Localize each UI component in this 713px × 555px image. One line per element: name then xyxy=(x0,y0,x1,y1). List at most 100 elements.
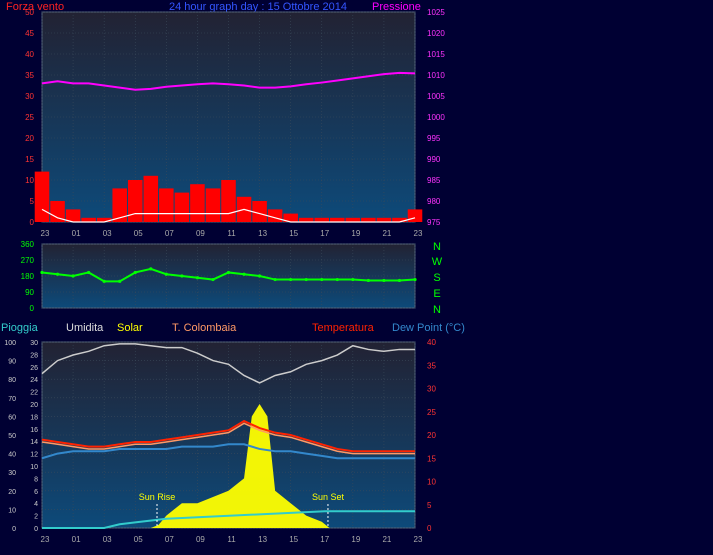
wind-bar xyxy=(267,209,283,222)
direction-point xyxy=(289,277,293,282)
umidita-tick-label: 26 xyxy=(30,365,38,372)
temperature-tick-label: 10 xyxy=(427,478,436,487)
x-tick-label: 23 xyxy=(41,535,50,544)
wind-tick-label: 50 xyxy=(25,8,34,17)
legend-umidita: Umidita xyxy=(66,322,104,334)
pressure-tick-label: 975 xyxy=(427,218,441,227)
gust-line xyxy=(41,208,416,223)
wind-tick-label: 0 xyxy=(30,218,35,227)
wind-bar xyxy=(143,175,159,222)
direction-point xyxy=(55,272,60,276)
x-tick-label: 19 xyxy=(351,535,360,544)
x-tick-label: 23 xyxy=(41,229,50,238)
umidita-tick-label: 8 xyxy=(34,476,38,483)
direction-point xyxy=(226,270,231,275)
wind-bar xyxy=(174,192,190,222)
x-tick-label: 11 xyxy=(227,535,236,544)
temperature-tick-label: 20 xyxy=(427,431,436,440)
x-tick-label: 15 xyxy=(289,535,298,544)
pressure-tick-label: 1020 xyxy=(427,29,445,38)
pressure-axis-title: Pressione xyxy=(372,1,421,13)
x-tick-label: 13 xyxy=(258,229,267,238)
tcolombaia-line xyxy=(41,422,415,455)
x-tick-label: 13 xyxy=(258,535,267,544)
umidita-tick-label: 0 xyxy=(34,526,38,533)
umidita-tick-label: 18 xyxy=(30,414,38,421)
direction-point xyxy=(397,278,402,283)
temperature-tick-label: 35 xyxy=(427,361,436,370)
pressure-tick-label: 1000 xyxy=(427,113,445,122)
wind-bar xyxy=(298,217,314,222)
direction-point xyxy=(195,276,200,280)
umidita-tick-label: 4 xyxy=(34,501,38,508)
direction-point xyxy=(413,277,417,282)
direction-point xyxy=(335,277,339,282)
temperature-tick-label: 40 xyxy=(427,338,436,347)
direction-point xyxy=(211,277,215,282)
wind-bar xyxy=(81,217,96,222)
compass-s: S xyxy=(433,272,440,284)
x-tick-label: 19 xyxy=(351,229,360,238)
compass-e: E xyxy=(433,288,440,300)
wind-bar xyxy=(34,171,50,222)
x-tick-label: 17 xyxy=(320,535,329,544)
wind-bar xyxy=(50,201,65,222)
direction-point xyxy=(180,274,184,278)
x-tick-label: 05 xyxy=(134,229,143,238)
wind-direction-panel: 0 90 180 270 360 xyxy=(21,240,417,313)
pioggia-tick-label: 90 xyxy=(8,359,16,366)
wind-tick-label: 45 xyxy=(25,29,34,38)
pressure-line xyxy=(41,71,416,91)
umidita-tick-label: 20 xyxy=(30,402,38,409)
wind-bar xyxy=(252,201,267,222)
direction-point xyxy=(102,279,106,283)
pioggia-tick-label: 100 xyxy=(4,340,16,347)
umidita-tick-label: 30 xyxy=(30,340,38,347)
x-tick-label: 15 xyxy=(289,229,298,238)
dewpoint-line xyxy=(41,443,415,460)
temperature-tick-label: 5 xyxy=(427,501,432,510)
umidita-tick-label: 2 xyxy=(34,514,38,521)
direction-tick-label: 360 xyxy=(21,240,35,249)
wind-bar xyxy=(392,217,407,222)
temp-humidity-panel: 0102030405060708090100024681012141618202… xyxy=(4,338,436,544)
x-tick-label: 17 xyxy=(320,229,329,238)
x-tick-label: 09 xyxy=(196,229,205,238)
x-tick-label: 07 xyxy=(165,535,174,544)
x-tick-label: 03 xyxy=(103,535,112,544)
panel3-legend: Pioggia Umidita Solar T. Colombaia Tempe… xyxy=(1,322,465,334)
umidita-tick-label: 28 xyxy=(30,352,38,359)
wind-tick-label: 30 xyxy=(25,92,34,101)
umidita-tick-label: 24 xyxy=(30,377,38,384)
pressure-tick-label: 995 xyxy=(427,134,441,143)
pioggia-tick-label: 10 xyxy=(8,507,16,514)
direction-tick-label: 180 xyxy=(21,272,35,281)
x-tick-label: 03 xyxy=(103,229,112,238)
pressure-tick-label: 1015 xyxy=(427,50,445,59)
pressure-tick-label: 1025 xyxy=(427,8,445,17)
pressure-tick-label: 980 xyxy=(427,197,441,206)
wind-bar xyxy=(283,213,298,222)
humidity-line xyxy=(41,343,415,384)
direction-point xyxy=(351,277,355,282)
x-tick-label: 07 xyxy=(165,229,174,238)
wind-bar xyxy=(190,184,205,222)
legend-pioggia: Pioggia xyxy=(1,322,39,334)
wind-bar xyxy=(376,217,392,222)
compass-n-bottom: N xyxy=(433,304,441,316)
pressure-tick-label: 1010 xyxy=(427,71,445,80)
x-tick-label: 23 xyxy=(414,535,423,544)
umidita-tick-label: 6 xyxy=(34,489,38,496)
umidita-tick-label: 14 xyxy=(30,439,38,446)
pioggia-tick-label: 0 xyxy=(12,526,16,533)
legend-solar: Solar xyxy=(117,322,143,334)
pioggia-tick-label: 50 xyxy=(8,433,16,440)
direction-point xyxy=(164,272,168,276)
pressure-tick-label: 990 xyxy=(427,155,441,164)
wind-bar xyxy=(407,209,423,222)
direction-point xyxy=(133,270,137,275)
direction-point xyxy=(366,278,370,283)
pressure-tick-label: 985 xyxy=(427,176,441,185)
direction-point xyxy=(149,267,153,271)
wind-bar xyxy=(221,180,236,222)
